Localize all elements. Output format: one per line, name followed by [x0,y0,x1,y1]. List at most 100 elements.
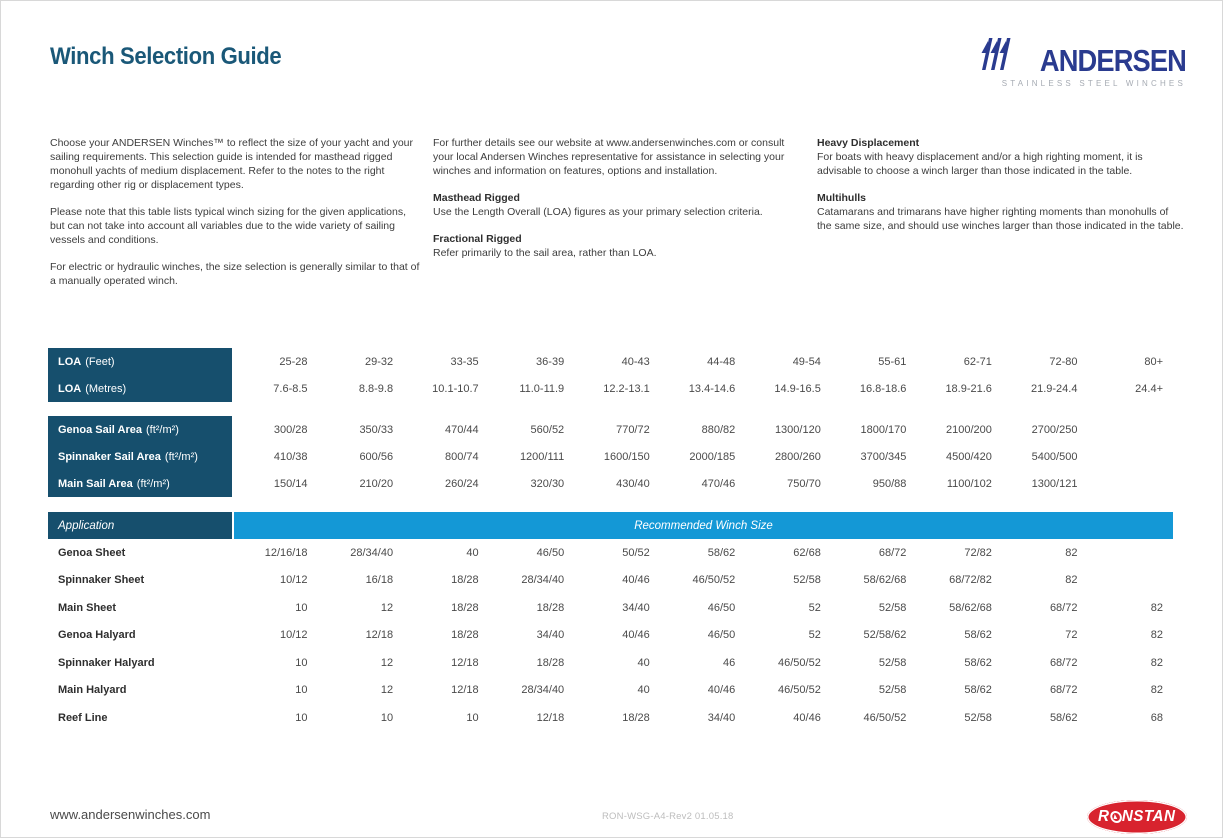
note-heading: Fractional Rigged [433,232,522,245]
table-cell: 58/62/68 [949,601,992,614]
intro-paragraph: Choose your ANDERSEN Winches™ to reflect… [50,137,413,191]
table-cell: 82 [1150,684,1164,697]
table-cell: 62/68 [793,546,821,559]
table-cell: 600/56 [359,450,394,463]
table-cell: 1600/150 [603,450,650,463]
table-cell: 410/38 [273,450,308,463]
note-heading: Heavy Displacement [817,137,920,149]
table-row: Genoa Halyard 10/12 12/18 18/28 34/40 40/46 46… [48,622,1173,650]
table-cell: 25-28 [279,355,308,368]
table-cell: 3700/345 [860,450,907,463]
table-cell: 4500/420 [946,450,992,463]
table-cell: 12 [380,684,394,697]
table-cell: 14.9-16.5 [774,382,821,395]
row-label: Genoa Sail Area (ft²/m²) [48,416,232,443]
row-label: Main Sail Area (ft²/m²) [48,470,232,497]
table-cell: 68/72 [1049,656,1078,669]
table-row: Reef Line 10 10 10 12/18 18/28 34/40 40/46 46/50… [48,704,1173,732]
table-cell: 8.8-9.8 [358,382,394,395]
table-cell: 1300/120 [774,423,821,436]
table-cell: 12 [380,601,394,614]
table-cell: 46/50/52 [692,574,736,587]
table-cell: 58/62/68 [863,574,907,587]
table-cell: 770/72 [616,423,650,436]
table-cell: 55-61 [878,355,907,368]
table-row: LOA (Feet) 25-28 29-32 33-35 36-39 40-43 44-48 4… [48,348,1173,375]
table-cell: 58/62 [964,629,992,642]
intro-paragraph: For further details see our website at w… [433,137,785,177]
table-cell: 10 [295,601,308,614]
andersen-sails-icon [981,38,1011,70]
brand-tagline: STAINLESS STEEL WINCHES [1001,79,1186,88]
table-cell: 68/72 [1049,601,1078,614]
table-cell: 62-71 [963,355,992,368]
table-cell: 46/50 [707,601,736,614]
table-cell: 34/40 [622,601,650,614]
table-cell: 52/58 [878,684,907,697]
table-cell: 40/46 [622,574,650,587]
table-cell: 68/72/82 [949,574,992,587]
row-label: Reef Line [58,711,108,724]
table-cell: 12/18 [451,684,479,697]
row-label: LOA (Feet) [48,348,232,375]
row-label: Main Sheet [58,601,117,614]
table-row: Spinnaker Sheet 10/12 16/18 18/28 28/34/40 40… [48,567,1173,595]
table-cell: 16.8-18.6 [859,382,907,395]
table-cell: 1100/102 [946,477,992,490]
table-cell: 68 [1150,711,1164,724]
table-cell: 68/72 [878,546,907,559]
table-cell: 52/58/62 [863,629,907,642]
table-cell: 80+ [1144,355,1164,368]
table-cell: 18/28 [622,711,650,724]
table-cell: 72/82 [964,546,992,559]
ronstan-logo: R NSTAN [1087,800,1187,834]
note-masthead-rigged: Masthead Rigged Use the Length Overall (… [433,192,791,220]
page-title: Winch Selection Guide [50,43,282,70]
table-row: LOA (Metres) 7.6-8.5 8.8-9.8 10.1-10.7 11.0-1… [48,375,1173,402]
table-cell: 46/50 [707,629,736,642]
table-cell: 1200/111 [519,450,565,463]
table-cell: 40-43 [621,355,650,368]
table-cell: 82 [1150,629,1164,642]
table-cell: 300/28 [273,423,308,436]
table-cell: 2700/250 [1031,423,1078,436]
table-cell: 260/24 [444,477,479,490]
table-cell: 2800/260 [774,450,821,463]
table-cell: 12 [380,656,394,669]
table-cell: 58/62 [964,656,992,669]
footer-website: www.andersenwinches.com [50,807,211,822]
table-cell: 1800/170 [860,423,907,436]
table-cell: 82 [1065,546,1078,559]
intro-paragraph: For electric or hydraulic winches, the s… [50,260,420,287]
table-cell: 44-48 [707,355,736,368]
table-cell: 750/70 [787,477,821,490]
intro-column-general: Choose your ANDERSEN Winches™ to reflect… [50,137,422,302]
note-heavy-displacement: Heavy Displacement For boats with heavy … [817,137,1185,179]
note-text: Catamarans and trimarans have higher rig… [817,205,1184,232]
table-cell: 18/28 [536,656,565,669]
application-table-header: Application Recommended Winch Size [48,512,1173,539]
row-label: Spinnaker Halyard [58,656,155,669]
table-cell: 52 [808,601,821,614]
table-cell: 46/50/52 [863,711,907,724]
table-row: Genoa Sheet 12/16/18 28/34/40 40 46/50 50/52 5… [48,539,1173,567]
note-heading: Masthead Rigged [433,191,520,204]
table-cell: 46 [723,656,736,669]
table-cell: 40 [637,684,650,697]
table-cell: 82 [1150,601,1164,614]
table-cell: 40/46 [707,684,736,697]
table-cell: 82 [1150,656,1164,669]
table-cell: 68/72 [1049,684,1078,697]
table-cell: 58/62 [1049,711,1078,724]
table-cell: 40/46 [793,711,821,724]
table-cell: 10 [295,684,308,697]
table-cell: 7.6-8.5 [273,382,308,395]
row-label: Genoa Halyard [58,629,136,642]
row-label: Spinnaker Sheet [58,574,145,587]
table-row: Genoa Sail Area (ft²/m²) 300/28 350/33 470/4… [48,416,1173,443]
table-cell: 24.4+ [1135,382,1164,395]
table-cell: 210/20 [359,477,394,490]
table-cell: 28/34/40 [521,574,565,587]
table-cell: 52/58 [793,574,821,587]
table-cell: 28/34/40 [350,546,394,559]
